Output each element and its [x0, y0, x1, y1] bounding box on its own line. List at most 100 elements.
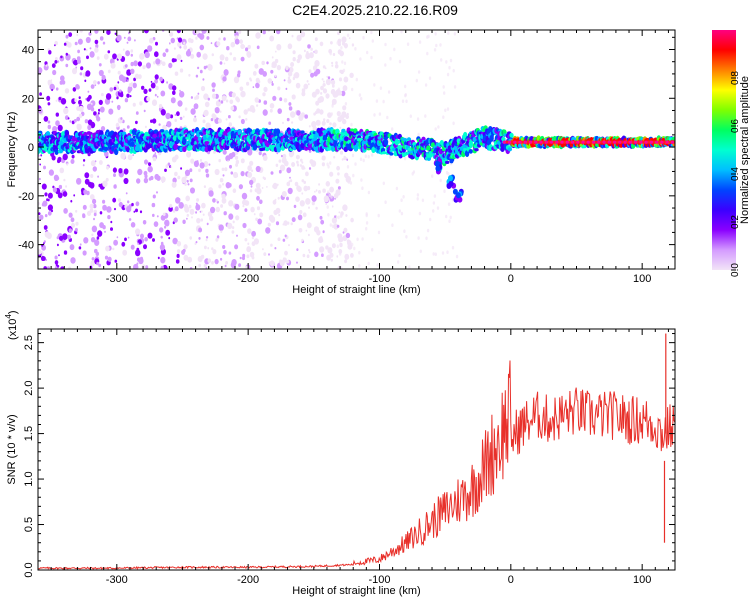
noise-blob: [349, 72, 354, 79]
noise-blob: [277, 108, 283, 114]
noise-blob: [124, 237, 127, 242]
noise-blob: [139, 53, 145, 60]
colorbar-tick-label: 0.2: [730, 215, 741, 229]
noise-blob: [91, 233, 94, 237]
noise-blob: [190, 187, 195, 194]
noise-blob: [417, 70, 421, 74]
top-y-tick-label: 40: [22, 45, 34, 57]
noise-blob: [156, 191, 158, 194]
ridge-blob: [389, 152, 394, 156]
noise-blob: [182, 219, 186, 224]
noise-blob: [314, 190, 316, 193]
noise-blob: [311, 91, 317, 98]
noise-blob: [174, 154, 179, 160]
noise-blob: [345, 232, 351, 239]
noise-blob: [183, 203, 188, 210]
noise-blob: [225, 99, 229, 103]
noise-blob: [242, 222, 247, 229]
noise-blob: [75, 84, 80, 90]
noise-blob: [334, 215, 337, 218]
noise-blob: [160, 265, 164, 269]
noise-blob: [51, 63, 56, 68]
noise-blob: [39, 214, 44, 220]
noise-blob: [406, 42, 410, 46]
noise-blob: [299, 164, 302, 167]
noise-blob: [209, 215, 214, 222]
noise-blob: [76, 33, 79, 37]
noise-blob: [189, 208, 195, 215]
noise-blob: [331, 64, 334, 67]
noise-blob: [93, 217, 95, 221]
noise-blob: [186, 179, 189, 183]
bottom-plot-frame: [37, 328, 676, 571]
noise-blob: [319, 246, 325, 253]
noise-blob: [439, 43, 442, 47]
noise-blob: [292, 57, 296, 62]
ridge-blob: [300, 130, 305, 134]
noise-blob: [239, 39, 243, 44]
noise-blob: [234, 155, 239, 160]
noise-blob: [154, 152, 157, 155]
noise-blob: [391, 127, 394, 131]
noise-blob: [287, 187, 293, 195]
noise-blob: [233, 76, 240, 84]
noise-blob: [59, 235, 64, 241]
noise-blob: [336, 165, 340, 171]
noise-blob: [329, 122, 332, 126]
noise-blob: [303, 167, 306, 170]
noise-blob: [254, 63, 259, 69]
ridge-core-dot: [644, 140, 648, 144]
noise-blob: [68, 212, 73, 218]
noise-blob: [227, 222, 233, 230]
ridge-blob: [448, 149, 453, 153]
noise-blob: [127, 236, 130, 239]
noise-blob: [373, 83, 376, 87]
y-multiplier-base: (x10: [7, 319, 19, 340]
bottom-y-axis-label: SNR (10 * v/v): [6, 414, 18, 484]
noise-blob: [308, 125, 311, 128]
noise-blob: [58, 254, 60, 257]
noise-blob: [96, 261, 100, 266]
noise-blob: [261, 60, 266, 66]
noise-blob: [63, 178, 66, 182]
noise-blob: [174, 113, 177, 116]
noise-blob: [82, 213, 86, 219]
noise-blob: [259, 199, 263, 205]
noise-blob: [176, 54, 182, 61]
noise-blob: [314, 251, 319, 258]
noise-blob: [359, 57, 362, 61]
noise-blob: [262, 109, 268, 116]
noise-blob: [190, 96, 193, 99]
noise-blob: [306, 51, 309, 54]
bottom-y-tick-label: 1.5: [23, 426, 35, 441]
noise-blob: [250, 206, 255, 213]
noise-blob: [241, 192, 248, 200]
noise-blob: [245, 47, 249, 52]
top-plot-frame: [37, 29, 676, 270]
noise-blob: [54, 260, 59, 265]
noise-blob: [177, 249, 181, 254]
noise-blob: [242, 44, 245, 49]
noise-blob: [200, 210, 203, 213]
noise-blob: [43, 266, 47, 269]
noise-blob: [151, 99, 158, 106]
noise-blob: [434, 32, 437, 36]
noise-blob: [44, 214, 48, 218]
noise-blob: [179, 116, 183, 120]
noise-blob: [116, 96, 119, 100]
noise-blob: [342, 68, 346, 73]
noise-blob: [301, 238, 304, 242]
noise-blob: [351, 43, 355, 47]
noise-blob: [351, 242, 354, 247]
noise-blob: [95, 114, 99, 119]
noise-blob: [124, 98, 129, 103]
noise-blob: [112, 167, 117, 173]
noise-blob: [45, 258, 48, 261]
noise-blob: [225, 118, 228, 121]
noise-blob: [377, 230, 381, 235]
colorbar-gradient: [712, 30, 736, 270]
noise-blob: [417, 132, 420, 137]
noise-blob: [228, 122, 232, 127]
noise-blob: [89, 47, 92, 50]
noise-blob: [56, 243, 59, 247]
